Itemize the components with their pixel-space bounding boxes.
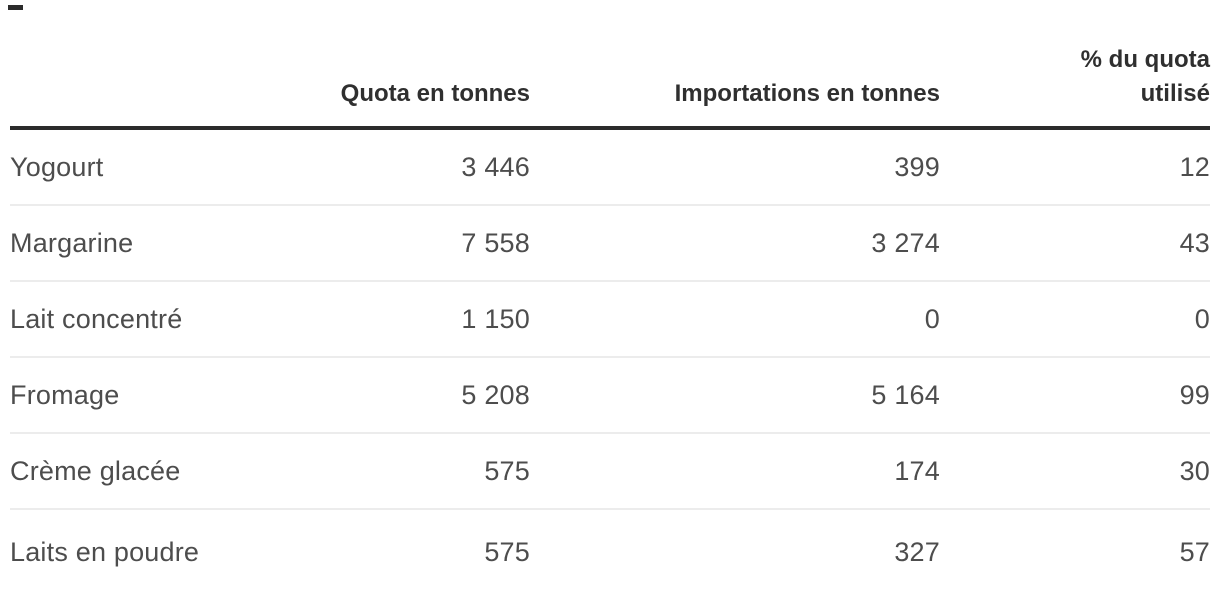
quota-cell: 575: [484, 455, 530, 486]
quota-table: Quota en tonnes Importations en tonnes %…: [10, 0, 1210, 598]
table-row-fromage: Fromage 5 208 5 164 99: [10, 358, 1210, 434]
imports-cell: 327: [894, 536, 940, 567]
quota-cell: 5 208: [461, 379, 530, 410]
column-header-percent-label: % du quota utilisé: [1080, 46, 1210, 107]
imports-cell: 3 274: [871, 227, 940, 258]
row-label: Yogourt: [10, 151, 104, 182]
percent-cell: 30: [1179, 455, 1210, 486]
table-header-row: Quota en tonnes Importations en tonnes %…: [10, 0, 1210, 130]
quota-cell: 7 558: [461, 227, 530, 258]
table-row-creme-glacee: Crème glacée 575 174 30: [10, 434, 1210, 510]
percent-cell: 12: [1179, 151, 1210, 182]
percent-cell: 43: [1179, 227, 1210, 258]
column-header-quota: Quota en tonnes: [340, 80, 530, 107]
imports-cell: 5 164: [871, 379, 940, 410]
percent-cell: 0: [1194, 303, 1210, 334]
imports-cell: 174: [894, 455, 940, 486]
row-label: Laits en poudre: [10, 536, 200, 567]
row-label: Margarine: [10, 227, 134, 258]
row-label: Lait concentré: [10, 303, 183, 334]
row-label: Fromage: [10, 379, 120, 410]
quota-cell: 1 150: [461, 303, 530, 334]
table-row-yogourt: Yogourt 3 446 399 12: [10, 130, 1210, 206]
quota-cell: 3 446: [461, 151, 530, 182]
column-header-percent: % du quota utilisé: [940, 43, 1210, 111]
imports-cell: 0: [924, 303, 940, 334]
table-row-lait-concentre: Lait concentré 1 150 0 0: [10, 282, 1210, 358]
percent-cell: 57: [1179, 536, 1210, 567]
imports-cell: 399: [894, 151, 940, 182]
column-header-imports: Importations en tonnes: [674, 80, 940, 107]
table-row-margarine: Margarine 7 558 3 274 43: [10, 206, 1210, 282]
top-left-artifact-mark: [8, 5, 23, 10]
quota-cell: 575: [484, 536, 530, 567]
table-row-laits-en-poudre: Laits en poudre 575 327 57: [10, 510, 1210, 594]
percent-cell: 99: [1179, 379, 1210, 410]
row-label: Crème glacée: [10, 455, 181, 486]
